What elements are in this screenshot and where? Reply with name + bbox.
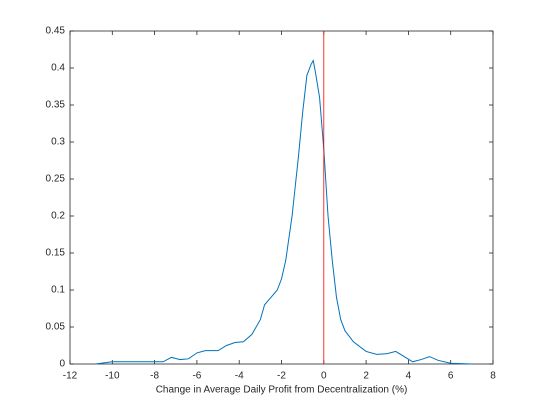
x-tick-label: -4 xyxy=(235,371,244,382)
x-tick-label: -10 xyxy=(105,371,120,382)
x-tick-label: 4 xyxy=(406,371,412,382)
y-tick-label: 0.3 xyxy=(51,137,65,148)
y-tick-label: 0.35 xyxy=(46,100,66,111)
y-tick-label: 0.2 xyxy=(51,211,65,222)
x-tick-label: 0 xyxy=(321,371,327,382)
x-tick-label: -6 xyxy=(192,371,201,382)
y-tick-label: 0.05 xyxy=(46,322,66,333)
density-line xyxy=(95,59,472,365)
x-tick-label: 6 xyxy=(448,371,454,382)
y-tick-label: 0.25 xyxy=(46,174,66,185)
x-axis-label: Change in Average Daily Profit from Dece… xyxy=(156,385,408,396)
y-tick-label: 0.45 xyxy=(46,26,66,37)
x-tick-label: 2 xyxy=(363,371,369,382)
y-tick-label: 0.1 xyxy=(51,285,65,296)
y-tick-label: 0.4 xyxy=(51,63,65,74)
y-tick-label: 0.15 xyxy=(46,248,66,259)
x-tick-label: -2 xyxy=(277,371,286,382)
y-tick-label: 0 xyxy=(59,359,65,370)
x-tick-label: -8 xyxy=(150,371,159,382)
x-tick-label: -12 xyxy=(63,371,78,382)
x-tick-label: 8 xyxy=(490,371,496,382)
